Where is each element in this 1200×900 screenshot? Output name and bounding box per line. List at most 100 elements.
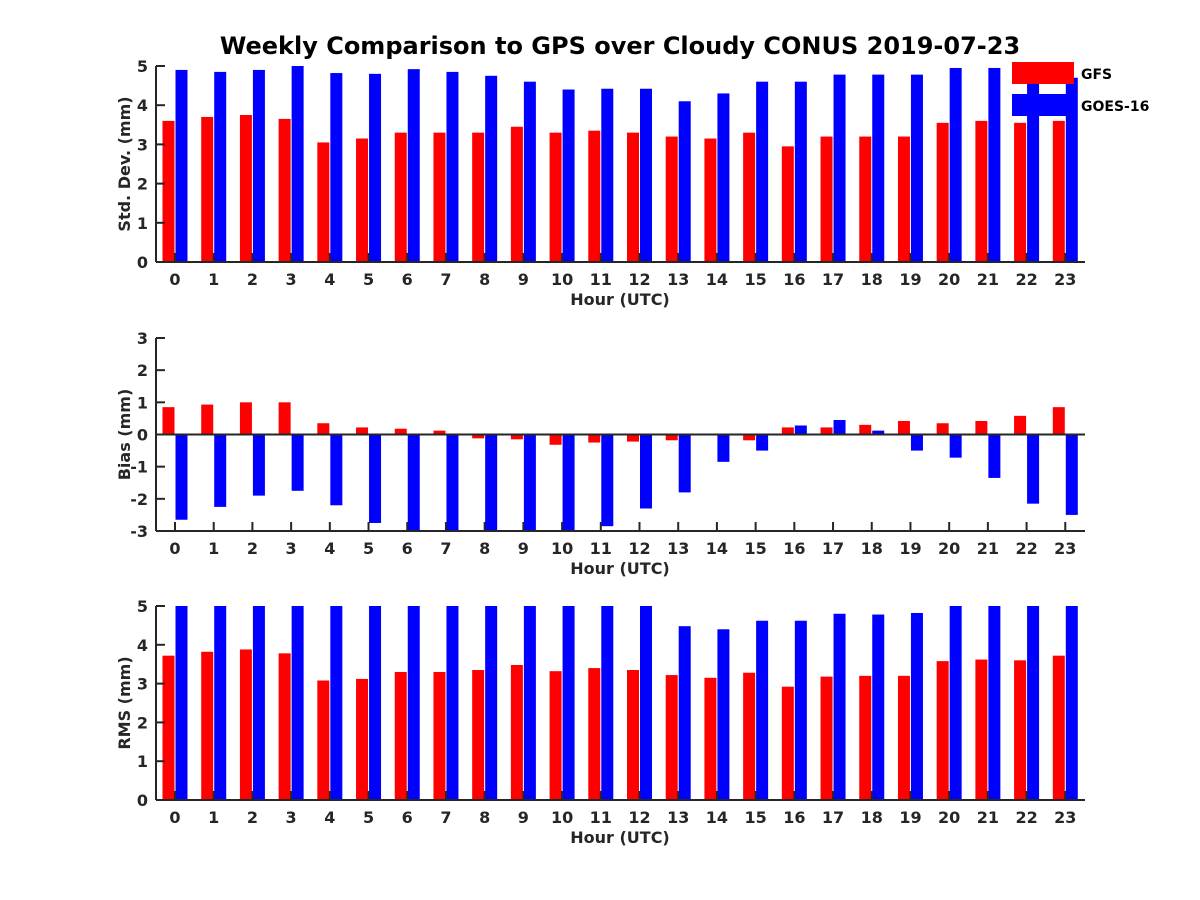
bar-gfs-hour-23 (1052, 407, 1065, 435)
x-tick-label: 21 (977, 539, 999, 558)
x-tick-label: 18 (861, 808, 883, 827)
bar-gfs-hour-20 (936, 423, 949, 435)
bar-goes-16-hour-17 (833, 613, 846, 800)
x-tick-label: 22 (1015, 808, 1037, 827)
bar-goes-16-hour-8 (485, 606, 498, 800)
x-tick-label: 21 (977, 808, 999, 827)
bar-goes-16-hour-0 (175, 606, 188, 800)
x-tick-label: 17 (822, 539, 844, 558)
bar-goes-16-hour-9 (523, 81, 536, 263)
bar-goes-16-hour-17 (833, 74, 846, 263)
x-tick-label: 5 (363, 270, 374, 289)
bar-goes-16-hour-0 (175, 69, 188, 262)
bar-goes-16-hour-7 (446, 71, 459, 262)
bar-gfs-hour-19 (897, 136, 910, 262)
x-tick-label: 6 (402, 808, 413, 827)
x-tick-label: 20 (938, 808, 960, 827)
x-tick-label: 9 (518, 539, 529, 558)
bar-gfs-hour-8 (472, 132, 485, 262)
bar-gfs-hour-1 (201, 404, 214, 435)
x-tick-label: 22 (1015, 539, 1037, 558)
x-tick-label: 16 (783, 270, 805, 289)
bar-goes-16-hour-3 (291, 434, 304, 491)
bar-goes-16-hour-10 (562, 434, 575, 531)
x-tick-label: 23 (1054, 270, 1076, 289)
x-tick-label: 15 (744, 539, 766, 558)
bar-gfs-hour-7 (433, 132, 446, 262)
y-tick-label: 2 (137, 361, 148, 380)
y-axis-label: Bias (mm) (115, 389, 134, 481)
x-tick-label: 2 (247, 539, 258, 558)
bar-gfs-hour-13 (665, 434, 678, 441)
bar-gfs-hour-4 (317, 680, 330, 800)
bar-gfs-hour-16 (781, 686, 794, 800)
y-tick-label: 3 (137, 329, 148, 348)
bar-gfs-hour-10 (549, 671, 562, 800)
bar-gfs-hour-6 (394, 428, 407, 435)
bar-gfs-hour-11 (588, 668, 601, 800)
bar-gfs-hour-0 (162, 120, 175, 262)
x-tick-label: 16 (783, 539, 805, 558)
x-tick-label: 4 (324, 539, 335, 558)
x-tick-label: 19 (899, 270, 921, 289)
x-tick-label: 3 (286, 270, 297, 289)
x-tick-label: 10 (551, 808, 573, 827)
bar-gfs-hour-18 (859, 675, 872, 800)
bar-goes-16-hour-1 (214, 434, 227, 507)
bar-goes-16-hour-18 (872, 74, 885, 263)
bar-gfs-hour-7 (433, 671, 446, 800)
bar-gfs-hour-6 (394, 671, 407, 800)
x-tick-label: 1 (208, 808, 219, 827)
x-tick-label: 5 (363, 808, 374, 827)
y-axis-label: Std. Dev. (mm) (115, 96, 134, 231)
bar-gfs-hour-3 (278, 402, 291, 435)
bar-gfs-hour-17 (820, 427, 833, 435)
y-tick-label: 3 (137, 135, 148, 154)
x-tick-label: 11 (590, 270, 612, 289)
x-tick-label: 4 (324, 270, 335, 289)
bar-goes-16-hour-21 (988, 606, 1001, 800)
bar-gfs-hour-10 (549, 132, 562, 262)
bar-gfs-hour-18 (859, 136, 872, 262)
x-tick-label: 3 (286, 539, 297, 558)
bar-goes-16-hour-16 (794, 620, 807, 800)
bar-gfs-hour-11 (588, 434, 601, 443)
series-goes-16 (175, 66, 1078, 263)
bar-goes-16-hour-10 (562, 89, 575, 263)
bar-goes-16-hour-5 (369, 606, 382, 800)
bar-goes-16-hour-8 (485, 75, 498, 262)
y-tick-label: 4 (137, 96, 148, 115)
x-tick-label: 7 (440, 539, 451, 558)
legend-label: GOES-16 (1081, 99, 1149, 115)
bar-gfs-hour-23 (1052, 655, 1065, 800)
x-tick-label: 0 (169, 270, 180, 289)
bar-goes-16-hour-11 (601, 606, 614, 800)
bar-gfs-hour-20 (936, 661, 949, 800)
bar-gfs-hour-15 (743, 672, 756, 800)
bar-goes-16-hour-11 (601, 88, 614, 263)
bar-gfs-hour-2 (239, 649, 252, 800)
x-tick-label: 13 (667, 270, 689, 289)
y-tick-label: -2 (130, 490, 148, 509)
x-tick-label: 10 (551, 539, 573, 558)
x-tick-label: 6 (402, 539, 413, 558)
bar-goes-16-hour-5 (369, 434, 382, 523)
bar-gfs-hour-12 (627, 132, 639, 262)
bar-goes-16-hour-16 (794, 81, 807, 263)
bar-goes-16-hour-9 (523, 606, 536, 800)
bar-gfs-hour-16 (781, 427, 794, 435)
bar-goes-16-hour-23 (1065, 606, 1078, 800)
bar-goes-16-hour-22 (1027, 434, 1040, 504)
x-tick-label: 9 (518, 270, 529, 289)
bar-goes-16-hour-18 (872, 614, 885, 800)
bar-gfs-hour-3 (278, 118, 291, 262)
x-axis-label: Hour (UTC) (570, 290, 670, 309)
x-tick-label: 20 (938, 539, 960, 558)
bar-gfs-hour-0 (162, 655, 175, 800)
x-tick-label: 21 (977, 270, 999, 289)
bar-goes-16-hour-22 (1027, 70, 1040, 262)
y-tick-label: -3 (130, 522, 148, 541)
